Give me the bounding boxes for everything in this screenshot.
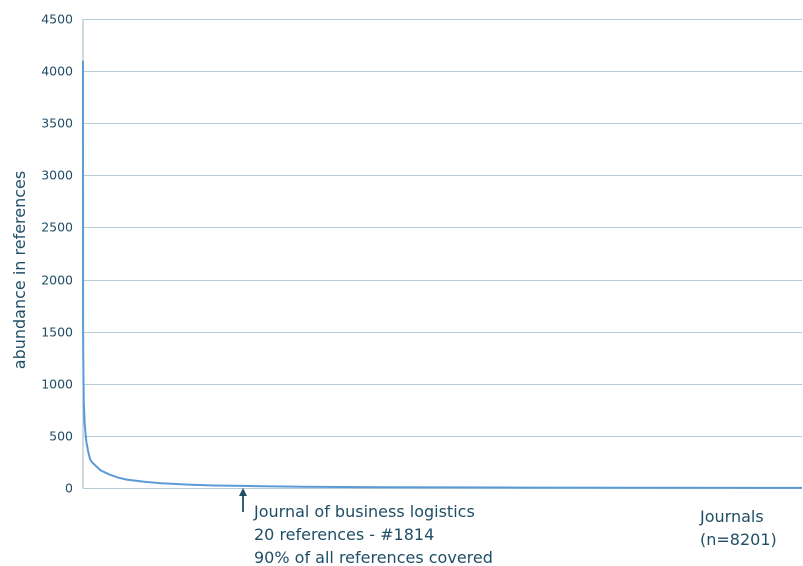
annotation-line-3: 90% of all references covered: [254, 548, 493, 566]
annotation-arrow-head: [239, 488, 247, 496]
x-axis-label-note: (n=8201): [700, 530, 777, 549]
y-tick-label: 2500: [41, 220, 73, 235]
gridlines: [83, 19, 802, 489]
y-tick-label: 1000: [41, 377, 73, 392]
y-tick-label: 0: [65, 481, 73, 496]
annotation: Journal of business logistics 20 referen…: [239, 488, 493, 566]
annotation-line-2: 20 references - #1814: [254, 525, 434, 544]
y-tick-labels: 0 500 1000 1500 2000 2500 3000 3500 4000 4500: [41, 12, 73, 496]
series-line-journals: [82, 60, 803, 489]
y-tick-label: 1500: [41, 325, 73, 340]
y-tick-label: 3000: [41, 168, 73, 183]
y-axis-label: abundance in references: [10, 171, 29, 369]
annotation-line-1: Journal of business logistics: [253, 502, 475, 521]
y-tick-label: 500: [49, 429, 73, 444]
y-tick-label: 2000: [41, 273, 73, 288]
y-tick-label: 4000: [41, 64, 73, 79]
y-tick-label: 3500: [41, 116, 73, 131]
x-axis-label: Journals: [699, 507, 764, 526]
y-tick-label: 4500: [41, 12, 73, 27]
